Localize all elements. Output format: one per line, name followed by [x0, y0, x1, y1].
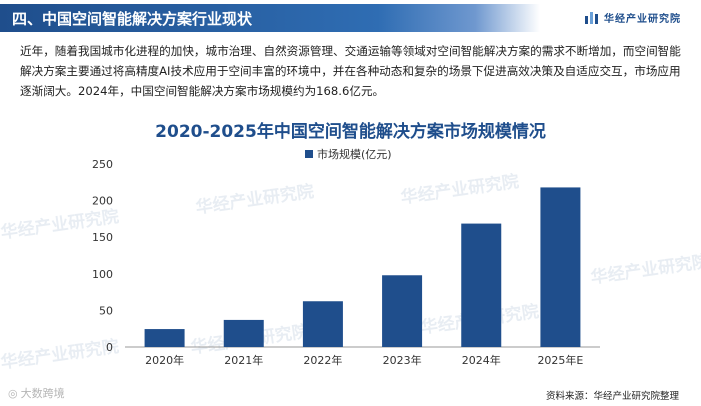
y-tick-label: 200 — [92, 195, 113, 208]
bar — [144, 329, 185, 347]
bar — [461, 223, 502, 347]
bottom-watermark: ◎ 大数跨境 — [8, 385, 65, 401]
y-tick-label: 100 — [92, 268, 113, 281]
x-tick-label: 2022年 — [303, 353, 342, 367]
brand: 华经产业研究院 — [585, 10, 681, 25]
brand-logo-icon — [585, 11, 598, 24]
brand-name: 华经产业研究院 — [604, 14, 681, 25]
legend-label: 市场规模(亿元) — [317, 147, 392, 161]
source-note: 资料来源：华经产业研究院整理 — [545, 391, 679, 402]
bar — [540, 187, 581, 347]
x-tick-label: 2023年 — [383, 353, 422, 367]
intro-paragraph: 近年，随着我国城市化进程的加快，城市治理、自然资源管理、交通运输等领域对空间智能… — [20, 44, 681, 98]
bar — [382, 275, 423, 347]
y-tick-label: 0 — [106, 341, 113, 354]
section-title: 四、中国空间智能解决方案行业现状 — [12, 10, 253, 28]
y-tick-label: 250 — [92, 158, 113, 171]
x-tick-label: 2021年 — [224, 353, 263, 367]
x-tick-label: 2020年 — [145, 353, 184, 367]
bar — [302, 301, 343, 347]
y-tick-label: 150 — [92, 231, 113, 244]
x-tick-label: 2025年E — [537, 353, 583, 367]
x-tick-label: 2024年 — [462, 353, 501, 367]
bottom-watermark-icon: ◎ — [8, 386, 18, 400]
header-bar — [0, 4, 540, 32]
header: 四、中国空间智能解决方案行业现状 华经产业研究院 — [0, 0, 701, 34]
y-tick-label: 50 — [99, 304, 113, 317]
bottom-watermark-text: 大数跨境 — [20, 387, 65, 400]
bar — [223, 319, 264, 347]
legend-swatch — [305, 150, 313, 158]
chart-title: 2020-2025年中国空间智能解决方案市场规模情况 — [155, 122, 546, 142]
